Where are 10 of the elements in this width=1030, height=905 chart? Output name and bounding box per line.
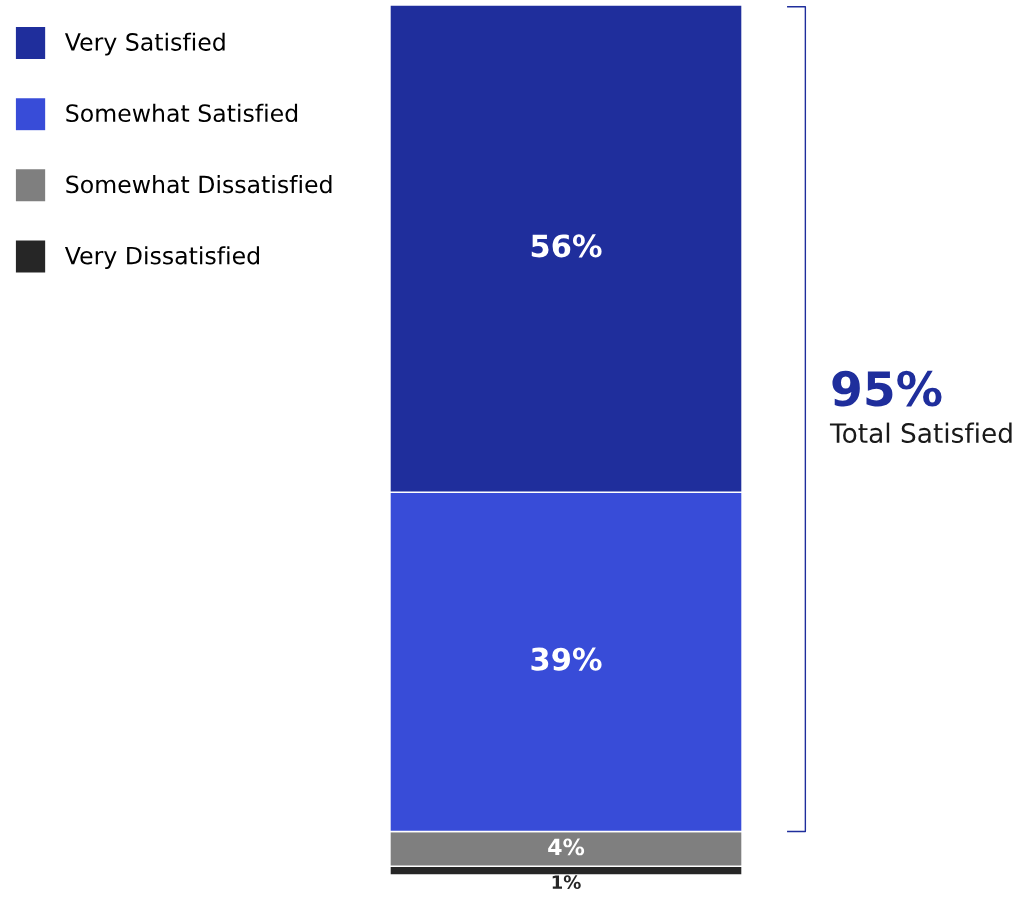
- legend-label: Somewhat Satisfied: [66, 103, 298, 123]
- text: Total Satisfied: [829, 422, 1012, 444]
- data-label: 4%: [548, 838, 585, 856]
- legend-label: Somewhat Dissatisfied: [66, 175, 332, 194]
- legend-label: Very Dissatisfied: [64, 246, 259, 270]
- legend-label: Very Satisfied: [64, 32, 225, 56]
- data-label: 39%: [531, 647, 602, 671]
- text: 95%: [832, 370, 942, 407]
- data-label: 1%: [552, 875, 581, 889]
- data-label: 56%: [531, 234, 602, 258]
